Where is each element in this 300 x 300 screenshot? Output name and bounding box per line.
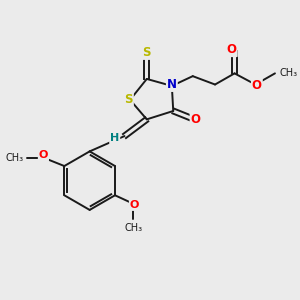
Text: O: O [227,43,237,56]
Text: H: H [110,133,119,143]
Text: CH₃: CH₃ [5,153,23,163]
Text: S: S [124,93,133,106]
Text: O: O [190,113,200,126]
Text: N: N [167,78,177,91]
Text: CH₃: CH₃ [124,223,142,233]
Text: O: O [130,200,139,210]
Text: O: O [252,80,262,92]
Text: S: S [142,46,151,59]
Text: O: O [39,150,48,161]
Text: CH₃: CH₃ [279,68,297,78]
